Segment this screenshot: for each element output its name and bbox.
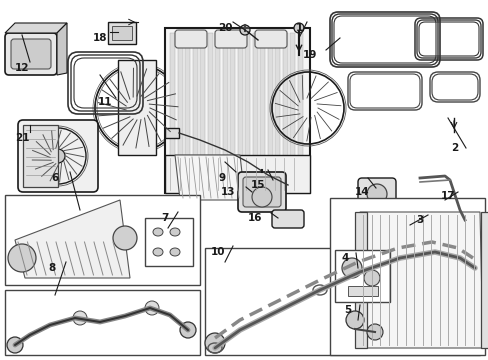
Bar xyxy=(289,33,294,188)
FancyBboxPatch shape xyxy=(175,30,206,48)
Bar xyxy=(145,218,193,266)
Bar xyxy=(207,33,212,188)
Bar xyxy=(5,290,200,355)
Bar xyxy=(215,33,220,188)
Bar xyxy=(112,26,132,40)
Text: 21: 21 xyxy=(15,133,29,143)
FancyBboxPatch shape xyxy=(271,210,304,228)
Polygon shape xyxy=(359,212,482,348)
Bar xyxy=(184,33,190,188)
Bar xyxy=(282,33,287,188)
Bar xyxy=(252,33,257,188)
Text: 4: 4 xyxy=(341,253,348,263)
Circle shape xyxy=(366,324,382,340)
Text: 7: 7 xyxy=(161,213,168,223)
Polygon shape xyxy=(175,155,244,200)
Text: 11: 11 xyxy=(98,97,112,107)
Circle shape xyxy=(128,98,148,118)
Bar xyxy=(237,33,242,188)
Bar xyxy=(354,212,366,348)
Circle shape xyxy=(240,25,249,35)
Bar xyxy=(23,125,58,187)
Bar xyxy=(164,128,179,138)
Circle shape xyxy=(73,311,87,325)
Circle shape xyxy=(113,226,137,250)
Bar xyxy=(170,33,175,188)
Text: 9: 9 xyxy=(218,173,225,183)
Bar xyxy=(204,248,479,355)
Polygon shape xyxy=(5,23,67,33)
Circle shape xyxy=(7,337,23,353)
Circle shape xyxy=(180,322,196,338)
Circle shape xyxy=(293,23,304,33)
Text: 14: 14 xyxy=(354,187,368,197)
Bar xyxy=(5,195,200,285)
Circle shape xyxy=(463,253,483,273)
Circle shape xyxy=(145,301,159,315)
Text: 6: 6 xyxy=(51,173,59,183)
Circle shape xyxy=(341,258,361,278)
Circle shape xyxy=(366,184,386,204)
Polygon shape xyxy=(57,23,67,75)
Circle shape xyxy=(204,333,224,353)
Text: 2: 2 xyxy=(450,143,458,153)
Bar xyxy=(118,60,156,155)
Text: 19: 19 xyxy=(302,50,317,60)
Circle shape xyxy=(8,244,36,272)
Bar xyxy=(164,155,309,193)
FancyBboxPatch shape xyxy=(5,33,57,75)
Text: 15: 15 xyxy=(250,180,264,190)
Bar xyxy=(267,33,272,188)
Circle shape xyxy=(51,149,65,163)
Bar xyxy=(260,33,264,188)
Bar xyxy=(164,28,309,193)
Ellipse shape xyxy=(170,228,180,236)
Text: 1: 1 xyxy=(295,23,302,33)
Text: 5: 5 xyxy=(344,305,351,315)
Circle shape xyxy=(346,311,363,329)
FancyBboxPatch shape xyxy=(238,172,285,212)
Text: 12: 12 xyxy=(15,63,29,73)
FancyBboxPatch shape xyxy=(11,39,51,69)
Bar xyxy=(229,33,235,188)
FancyBboxPatch shape xyxy=(18,120,98,192)
Text: 8: 8 xyxy=(48,263,56,273)
Ellipse shape xyxy=(153,248,163,256)
Bar xyxy=(334,250,389,302)
Bar xyxy=(177,33,182,188)
Text: 10: 10 xyxy=(210,247,225,257)
Circle shape xyxy=(251,187,271,207)
Bar xyxy=(480,212,488,348)
Text: 13: 13 xyxy=(220,187,235,197)
Text: 3: 3 xyxy=(415,215,423,225)
Bar xyxy=(108,22,136,44)
Bar xyxy=(347,286,377,296)
FancyBboxPatch shape xyxy=(254,30,286,48)
Bar xyxy=(222,33,227,188)
Text: 16: 16 xyxy=(247,213,262,223)
Polygon shape xyxy=(15,200,130,278)
FancyBboxPatch shape xyxy=(215,30,246,48)
Text: 18: 18 xyxy=(93,33,107,43)
Bar xyxy=(297,33,302,188)
Bar xyxy=(244,33,249,188)
Bar xyxy=(329,198,484,355)
Bar xyxy=(192,33,197,188)
Bar xyxy=(200,33,204,188)
Ellipse shape xyxy=(153,228,163,236)
Text: 20: 20 xyxy=(217,23,232,33)
Bar xyxy=(164,28,309,193)
Ellipse shape xyxy=(170,248,180,256)
Circle shape xyxy=(363,270,379,286)
Bar xyxy=(274,33,280,188)
FancyBboxPatch shape xyxy=(243,177,281,207)
Text: 17: 17 xyxy=(440,191,454,201)
FancyBboxPatch shape xyxy=(357,178,395,210)
